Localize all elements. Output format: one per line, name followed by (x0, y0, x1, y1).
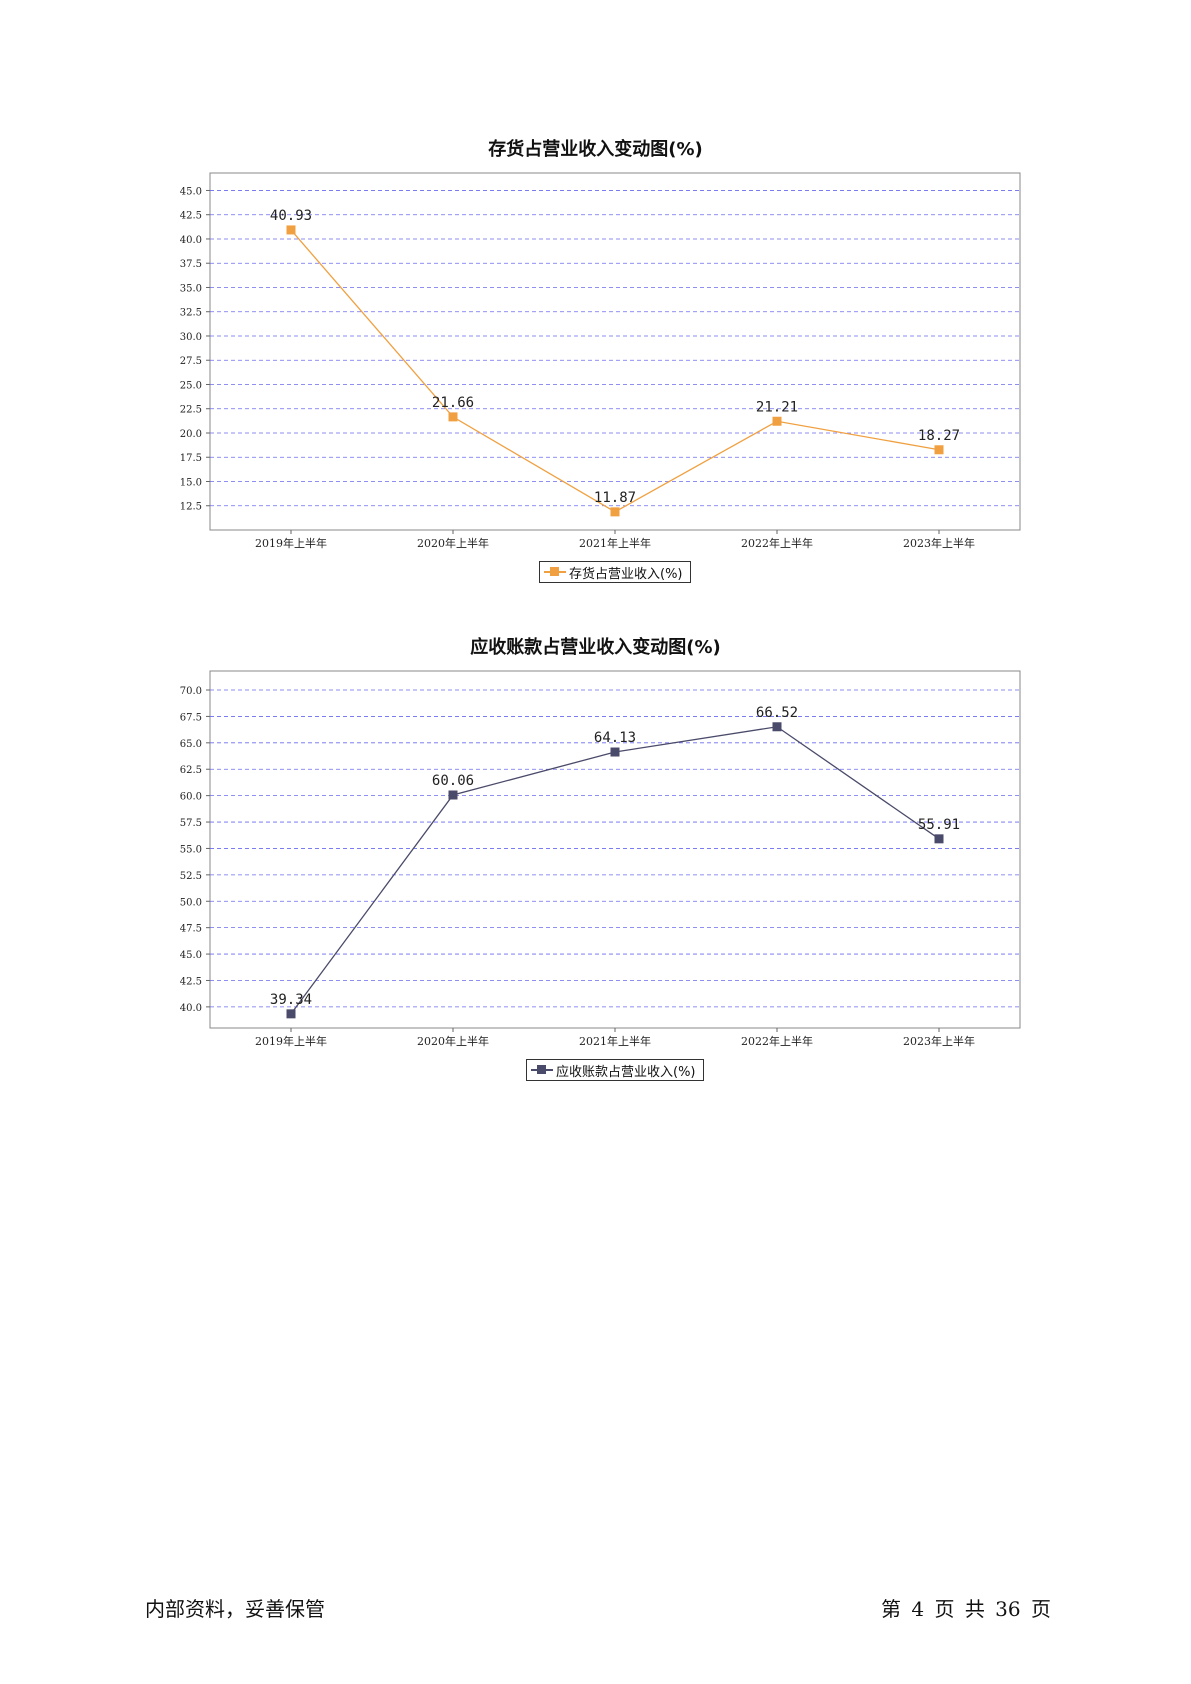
y-tick-label: 22.5 (180, 405, 202, 416)
y-tick-label: 42.5 (180, 211, 202, 222)
legend-label: 存货占营业收入(%) (569, 566, 683, 582)
chart-legend: 应收账款占营业收入(%) (526, 1059, 704, 1081)
y-tick-label: 15.0 (180, 477, 202, 488)
data-point-marker (286, 1009, 296, 1019)
x-tick-label: 2019年上半年 (255, 1034, 327, 1048)
y-tick-label: 60.0 (180, 792, 202, 803)
x-tick-label: 2021年上半年 (579, 1034, 651, 1048)
data-point-marker (448, 412, 458, 422)
x-tick-label: 2019年上半年 (255, 536, 327, 550)
data-label: 11.87 (594, 490, 636, 506)
y-tick-label: 20.0 (180, 429, 202, 440)
inventory-chart-plot: 12.5 15.0 17.5 20.0 22.5 25.0 27.5 30.0 32.5 35.0… (180, 172, 1021, 550)
y-tick-label: 40.0 (180, 1003, 202, 1014)
x-tick-label: 2020年上半年 (417, 1034, 489, 1048)
data-point-marker (610, 507, 620, 517)
legend-label: 应收账款占营业收入(%) (556, 1064, 696, 1080)
legend-swatch-icon (544, 567, 566, 577)
y-tick-label: 25.0 (180, 380, 202, 391)
y-tick-label: 40.0 (180, 235, 202, 246)
chart-title: 应收账款占营业收入变动图(%) (470, 637, 721, 658)
y-tick-label: 62.5 (180, 765, 202, 776)
y-tick-label: 12.5 (180, 502, 202, 513)
chart-legend: 存货占营业收入(%) (539, 561, 691, 583)
x-tick-label: 2022年上半年 (741, 1034, 813, 1048)
y-tick-label: 67.5 (180, 712, 202, 723)
data-point-marker (772, 416, 782, 426)
y-tick-label: 37.5 (180, 259, 202, 270)
data-label: 64.13 (594, 730, 636, 746)
data-point-marker (448, 790, 458, 800)
data-label: 40.93 (270, 208, 312, 224)
y-tick-label: 32.5 (180, 308, 202, 319)
plot-frame (209, 172, 1021, 531)
y-tick-label: 35.0 (180, 283, 202, 294)
data-label: 18.27 (918, 428, 960, 444)
data-label: 55.91 (918, 817, 960, 833)
y-tick-label: 27.5 (180, 356, 202, 367)
data-point-marker (934, 445, 944, 455)
y-tick-label: 47.5 (180, 924, 202, 935)
y-tick-label: 57.5 (180, 818, 202, 829)
footer-page-number: 第 4 页 共 36 页 (881, 1597, 1051, 1621)
chart-title: 存货占营业收入变动图(%) (488, 139, 703, 160)
data-point-marker (610, 747, 620, 757)
data-label: 66.52 (756, 705, 798, 721)
data-label: 21.66 (432, 395, 474, 411)
data-label: 21.21 (756, 399, 798, 415)
footer-confidential-note: 内部资料，妥善保管 (145, 1597, 325, 1621)
x-tick-label: 2023年上半年 (903, 536, 975, 550)
data-point-marker (286, 225, 296, 235)
y-tick-label: 65.0 (180, 739, 202, 750)
x-tick-label: 2023年上半年 (903, 1034, 975, 1048)
x-tick-label: 2021年上半年 (579, 536, 651, 550)
y-tick-label: 42.5 (180, 976, 202, 987)
data-label: 39.34 (270, 992, 312, 1008)
y-tick-label: 30.0 (180, 332, 202, 343)
legend-swatch-icon (531, 1065, 553, 1075)
y-tick-label: 45.0 (180, 186, 202, 197)
data-point-marker (934, 834, 944, 844)
x-tick-label: 2022年上半年 (741, 536, 813, 550)
data-label: 60.06 (432, 773, 474, 789)
y-tick-label: 52.5 (180, 871, 202, 882)
data-point-marker (772, 722, 782, 732)
plot-frame (209, 670, 1021, 1029)
receivables-chart-plot: 40.0 42.5 45.0 47.5 50.0 52.5 55.0 57.5 60.0 62.5… (180, 670, 1021, 1048)
y-tick-label: 45.0 (180, 950, 202, 961)
y-tick-label: 50.0 (180, 897, 202, 908)
y-tick-label: 17.5 (180, 453, 202, 464)
y-tick-label: 55.0 (180, 844, 202, 855)
y-tick-label: 70.0 (180, 686, 202, 697)
x-tick-label: 2020年上半年 (417, 536, 489, 550)
